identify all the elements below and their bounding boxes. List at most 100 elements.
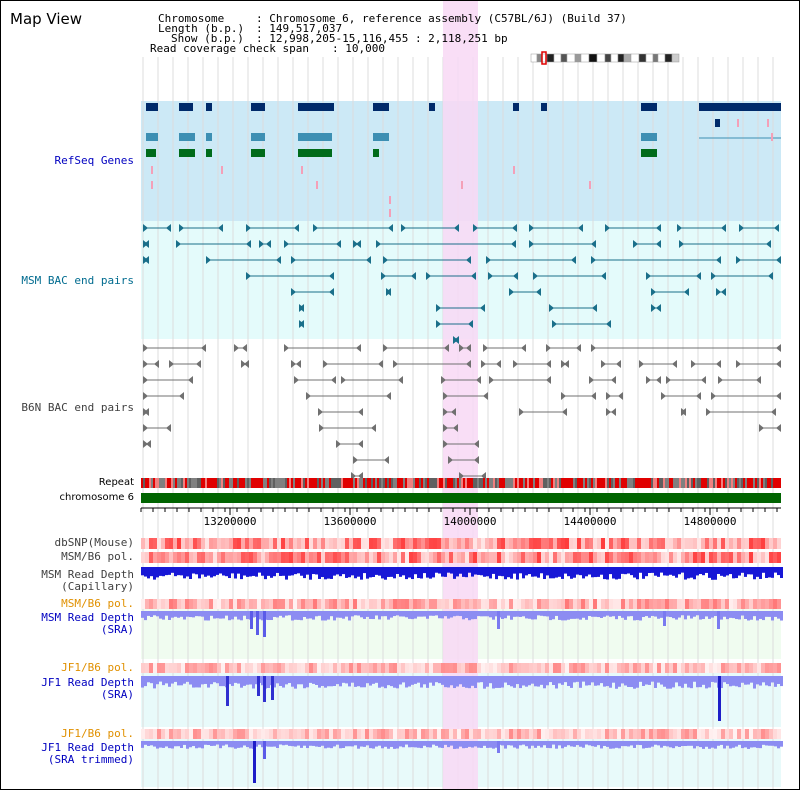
b6n-bac-pair-end	[611, 376, 616, 384]
repeat-bin	[637, 478, 639, 488]
jf1-trim-depth-bar	[771, 741, 774, 746]
repeat-bin	[191, 478, 193, 488]
repeat-bin	[611, 478, 613, 488]
msm-capillary-depth-bar	[159, 567, 162, 576]
msm-b6-pol-2-bin	[153, 599, 157, 609]
msm-capillary-depth-bar	[657, 567, 660, 577]
msm-b6-pol-2-bin	[197, 599, 201, 609]
msm-sra-depth-bar	[159, 611, 162, 619]
track-label-repeat: Repeat	[98, 477, 134, 488]
jf1-trim-depth-bar	[390, 741, 393, 747]
jf1-trim-depth-bar	[612, 741, 615, 749]
msm-b6-pol-bin	[417, 552, 421, 563]
track-label-dbsnp: dbSNP(Mouse)	[54, 536, 134, 549]
msm-sra-depth-bar	[372, 611, 375, 620]
msm-b6-pol-bin	[185, 552, 189, 563]
msm-b6-pol-bin	[697, 552, 701, 563]
dbsnp-bin	[577, 538, 581, 549]
msm-bac-pair-end	[386, 288, 391, 296]
repeat-bin	[231, 478, 233, 488]
repeat-bin	[625, 478, 627, 488]
jf1-trim-depth-bar	[747, 741, 750, 749]
msm-capillary-depth-bar	[456, 567, 459, 577]
jf1-b6-pol-bin	[373, 663, 377, 673]
msm-b6-pol-bin	[213, 552, 217, 563]
repeat-bin	[559, 478, 561, 488]
msm-b6-pol-bin	[433, 552, 437, 563]
msm-sra-depth-bar	[363, 611, 366, 619]
msm-sra-depth-bar	[345, 611, 348, 617]
msm-capillary-depth-bar	[255, 567, 258, 577]
refseq-gene	[641, 133, 657, 141]
msm-b6-pol-bin	[369, 552, 373, 563]
msm-sra-depth-bar	[582, 611, 585, 618]
jf1-sra-depth-bar	[306, 676, 309, 688]
jf1-sra-depth-bar	[630, 676, 633, 688]
msm-bac-pair-end	[601, 272, 606, 280]
msm-b6-pol-2-bin	[229, 599, 233, 609]
msm-capillary-depth-bar	[339, 567, 342, 577]
msm-b6-pol-2-bin	[141, 599, 145, 609]
jf1-sra-depth-bar	[429, 676, 432, 683]
msm-capillary-depth-bar	[453, 567, 456, 579]
jf1-trim-depth-bar	[228, 741, 231, 748]
jf1-trim-depth-bar	[345, 741, 348, 747]
repeat-bin	[413, 478, 415, 488]
jf1-b6-pol-2-bin	[269, 729, 273, 739]
b6n-bac-pair-end	[513, 360, 518, 368]
jf1-b6-pol-bin	[485, 663, 489, 673]
b6n-bac-pair-end	[474, 440, 479, 448]
jf1-b6-pol-2-bin	[709, 729, 713, 739]
jf1-b6-pol-bin	[581, 663, 585, 673]
msm-b6-pol-bin	[757, 552, 761, 563]
msm-b6-pol-2-bin	[409, 599, 413, 609]
msm-sra-depth-bar	[618, 611, 621, 616]
jf1-sra-depth-bar	[561, 676, 564, 685]
msm-capillary-depth-bar	[672, 567, 675, 576]
msm-bac-pair-end	[294, 224, 299, 232]
jf1-trim-depth-bar	[645, 741, 648, 748]
jf1-b6-pol-2-bin	[197, 729, 201, 739]
jf1-b6-pol-bin	[457, 663, 461, 673]
b6n-bac-pair-end	[466, 344, 471, 352]
msm-sra-depth-bar	[339, 611, 342, 618]
jf1-b6-pol-bin	[301, 663, 305, 673]
axis-tick-label: 13200000	[204, 515, 257, 528]
msm-capillary-depth-bar	[708, 567, 711, 578]
jf1-b6-pol-bin	[529, 663, 533, 673]
refseq-marker	[767, 119, 769, 127]
msm-b6-pol-bin	[765, 552, 769, 563]
jf1-b6-pol-2-bin	[489, 729, 493, 739]
jf1-sra-depth-bar	[219, 676, 222, 687]
msm-b6-pol-bin	[145, 552, 149, 563]
repeat-bin	[239, 478, 241, 488]
repeat-bin	[453, 478, 455, 488]
msm-bac-pair-end	[401, 224, 406, 232]
jf1-trim-depth-bar	[522, 741, 525, 745]
msm-capillary-depth-bar	[681, 567, 684, 573]
repeat-bin	[725, 478, 727, 488]
msm-b6-pol-bin	[681, 552, 685, 563]
jf1-sra-depth-bar	[573, 676, 576, 683]
jf1-sra-depth-bar	[465, 676, 468, 688]
jf1-trim-depth-bar	[456, 741, 459, 749]
jf1-b6-pol-bin	[197, 663, 201, 673]
dbsnp-bin	[221, 538, 225, 549]
jf1-b6-pol-bin	[505, 663, 509, 673]
msm-bac-pair-end	[246, 272, 251, 280]
jf1-sra-depth-bar	[477, 676, 480, 683]
jf1-trim-depth-bar	[534, 741, 537, 748]
jf1-b6-pol-bin	[725, 663, 729, 673]
msm-sra-depth-bar	[231, 611, 234, 620]
msm-b6-pol-bin	[245, 552, 249, 563]
repeat-bin	[667, 478, 669, 488]
jf1-sra-depth-bar	[390, 676, 393, 687]
jf1-b6-pol-2-bin	[757, 729, 761, 739]
jf1-trim-depth-bar	[246, 741, 249, 748]
msm-capillary-depth-bar	[633, 567, 636, 578]
repeat-bin	[287, 478, 289, 488]
ideogram-band	[566, 53, 576, 63]
jf1-sra-depth-bar	[165, 676, 168, 684]
msm-sra-depth-bar	[540, 611, 543, 616]
